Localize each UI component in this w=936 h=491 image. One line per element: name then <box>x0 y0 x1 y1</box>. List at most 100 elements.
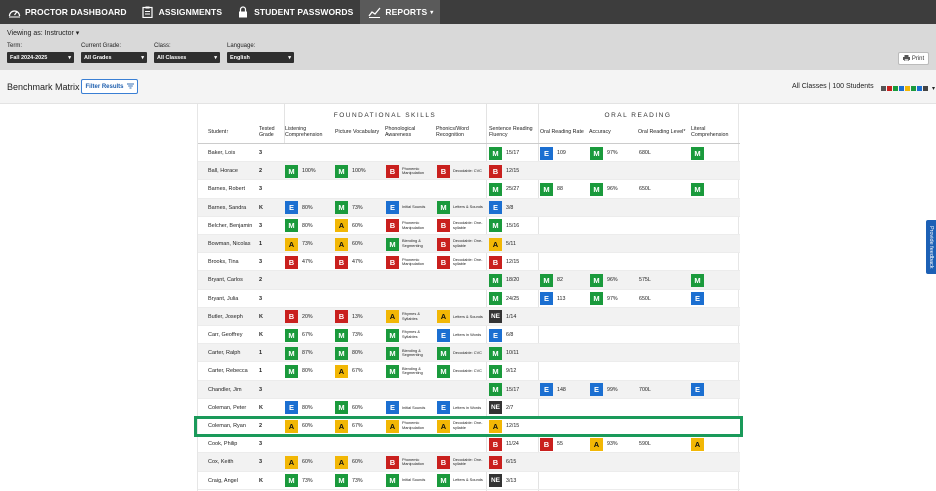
table-row[interactable]: Bryant, Carlos 2 M 18/20 M 82 M 96% M 575L <box>198 271 740 290</box>
score-cell-lit[interactable]: M <box>691 271 704 289</box>
table-row[interactable]: Carter, Rebecca 1 M 80% A 67% M Blending & Segm… <box>198 362 740 381</box>
grade-select[interactable]: All Grades ▾ <box>81 52 147 63</box>
score-cell-orr[interactable]: B 55 <box>540 435 563 453</box>
score-cell-acc[interactable]: M 96% <box>590 180 618 198</box>
score-cell-lis[interactable]: M 100% <box>285 162 316 180</box>
score-cell-orr[interactable]: E 109 <box>540 144 566 162</box>
score-cell-srf[interactable]: E 3/8 <box>489 199 513 217</box>
student-name[interactable]: Bowman, Nicolas <box>208 241 251 247</box>
score-cell-pho[interactable]: M Rhymes & Syllables <box>386 326 432 344</box>
score-cell-voc[interactable]: M 60% <box>335 399 363 417</box>
score-cell-phn[interactable]: E Letters in Words <box>437 399 483 417</box>
score-cell-phn[interactable]: M Letters & Sounds <box>437 472 483 490</box>
score-cell-orr[interactable]: M 88 <box>540 180 563 198</box>
score-cell-pho[interactable]: B Phonemic Manipulation <box>386 217 432 235</box>
score-cell-voc[interactable]: M 80% <box>335 344 363 362</box>
score-cell-lis[interactable]: E 80% <box>285 399 313 417</box>
score-cell-srf[interactable]: NE 1/14 <box>489 308 516 326</box>
score-cell-srf[interactable]: NE 2/7 <box>489 399 513 417</box>
score-cell-voc[interactable]: M 73% <box>335 326 363 344</box>
score-cell-orr[interactable]: E 113 <box>540 290 565 308</box>
score-cell-voc[interactable]: M 100% <box>335 162 366 180</box>
table-row[interactable]: Ball, Horace 2 M 100% M 100% B Phonemic Manipul… <box>198 162 740 181</box>
table-row[interactable]: Craig, Angel K M 73% M 73% M Initial Sounds M Let… <box>198 472 740 490</box>
table-row[interactable]: Butler, Joseph K B 20% B 13% A Rhymes & Syllabl… <box>198 307 740 326</box>
score-cell-lis[interactable]: A 73% <box>285 235 313 253</box>
student-name[interactable]: Cox, Keith <box>208 459 234 466</box>
score-cell-lis[interactable]: B 47% <box>285 253 313 271</box>
table-row[interactable]: Baker, Lois 3 M 15/17 E 109 M 97% M 680L <box>198 144 740 163</box>
student-name[interactable]: Carr, Geoffrey <box>208 332 243 338</box>
score-cell-voc[interactable]: A 60% <box>335 453 363 471</box>
student-name[interactable]: Bryant, Julia <box>208 295 239 302</box>
score-cell-voc[interactable]: M 73% <box>335 472 363 490</box>
table-row[interactable]: Bowman, Nicolas 1 A 73% A 60% M Blending & Segm… <box>198 235 740 254</box>
score-cell-lis[interactable]: B 20% <box>285 308 313 326</box>
score-cell-pho[interactable]: E Initial Sounds <box>386 199 432 217</box>
score-cell-lit[interactable]: E <box>691 381 704 399</box>
score-cell-lit[interactable]: A <box>691 435 704 453</box>
score-cell-pho[interactable]: M Blending & Segmenting <box>386 362 432 380</box>
student-name[interactable]: Craig, Angel <box>208 477 238 484</box>
print-button[interactable]: Print <box>898 52 929 65</box>
table-row[interactable]: Chandler, Jim 3 M 15/17 E 148 E 99% E 700L <box>198 380 740 399</box>
score-cell-srf[interactable]: M 18/20 <box>489 271 519 289</box>
score-cell-pho[interactable]: B Phonemic Manipulation <box>386 162 432 180</box>
class-select[interactable]: All Classes ▾ <box>154 52 220 63</box>
score-cell-srf[interactable]: M 15/17 <box>489 144 519 162</box>
student-name[interactable]: Carter, Ralph <box>208 350 241 357</box>
student-name[interactable]: Bryant, Carlos <box>208 277 243 284</box>
score-cell-srf[interactable]: M 15/17 <box>489 381 519 399</box>
score-cell-lis[interactable]: M 73% <box>285 472 313 490</box>
nav-reports[interactable]: REPORTS ▾ <box>360 0 441 24</box>
score-cell-voc[interactable]: A 67% <box>335 417 363 435</box>
student-name[interactable]: Barnes, Robert <box>208 186 245 193</box>
color-legend-toggle[interactable]: ▾ <box>881 85 935 92</box>
student-name[interactable]: Butler, Joseph <box>208 313 243 320</box>
student-name[interactable]: Baker, Lois <box>208 150 236 156</box>
score-cell-phn[interactable]: E Letters in Words <box>437 326 483 344</box>
score-cell-srf[interactable]: B 12/15 <box>489 162 519 180</box>
score-cell-phn[interactable]: A Letters & Sounds <box>437 308 483 326</box>
table-row[interactable]: Cox, Keith 3 A 60% A 60% B Phonemic Manipulatio… <box>198 453 740 472</box>
score-cell-srf[interactable]: M 25/27 <box>489 180 519 198</box>
score-cell-pho[interactable]: B Phonemic Manipulation <box>386 253 432 271</box>
score-cell-lis[interactable]: M 67% <box>285 326 313 344</box>
score-cell-lis[interactable]: A 60% <box>285 453 313 471</box>
score-cell-orr[interactable]: M 82 <box>540 271 563 289</box>
score-cell-srf[interactable]: NE 3/13 <box>489 472 516 490</box>
score-cell-acc[interactable]: E 99% <box>590 381 618 399</box>
score-cell-srf[interactable]: M 15/16 <box>489 217 519 235</box>
score-cell-phn[interactable]: M Letters & Sounds <box>437 199 483 217</box>
score-cell-pho[interactable]: E Initial Sounds <box>386 399 432 417</box>
score-cell-phn[interactable]: B Decodable: One-syllable <box>437 235 483 253</box>
score-cell-voc[interactable]: B 47% <box>335 253 363 271</box>
score-cell-pho[interactable]: M Initial Sounds <box>386 472 432 490</box>
score-cell-acc[interactable]: M 97% <box>590 144 618 162</box>
score-cell-acc[interactable]: M 96% <box>590 271 618 289</box>
student-name[interactable]: Coleman, Ryan <box>208 423 246 429</box>
language-select[interactable]: English ▾ <box>227 52 294 63</box>
table-row[interactable]: Carter, Ralph 1 M 87% M 80% M Blending & Segmen… <box>198 344 740 363</box>
table-row[interactable]: Cook, Philip 3 B 11/24 B 55 A 93% A 590L <box>198 435 740 454</box>
score-cell-phn[interactable]: B Decodable: One-syllable <box>437 217 483 235</box>
col-header-student[interactable]: Student↑ <box>208 129 229 135</box>
table-row[interactable]: Carr, Geoffrey K M 67% M 73% M Rhymes & Syllabl… <box>198 326 740 345</box>
score-cell-lis[interactable]: M 80% <box>285 362 313 380</box>
score-cell-voc[interactable]: A 60% <box>335 217 363 235</box>
score-cell-srf[interactable]: A 5/11 <box>489 235 516 253</box>
nav-assignments[interactable]: ASSIGNMENTS <box>134 0 229 24</box>
score-cell-pho[interactable]: M Blending & Segmenting <box>386 235 432 253</box>
score-cell-pho[interactable]: M Blending & Segmenting <box>386 344 432 362</box>
nav-proctor-dashboard[interactable]: PROCTOR DASHBOARD <box>0 0 134 24</box>
student-name[interactable]: Barnes, Sandra <box>208 204 247 211</box>
table-row[interactable]: Barnes, Sandra K E 80% M 73% E Initial Sounds M L… <box>198 198 740 217</box>
term-select[interactable]: Fall 2024-2025 ▾ <box>7 52 74 63</box>
table-row[interactable]: Bryant, Julia 3 M 24/25 E 113 M 97% E 650L <box>198 290 740 308</box>
score-cell-pho[interactable]: B Phonemic Manipulation <box>386 453 432 471</box>
nav-student-passwords[interactable]: STUDENT PASSWORDS <box>229 0 360 24</box>
score-cell-lis[interactable]: A 60% <box>285 417 313 435</box>
score-cell-lis[interactable]: M 80% <box>285 217 313 235</box>
score-cell-voc[interactable]: B 13% <box>335 308 363 326</box>
provide-feedback-tab[interactable]: Provide feedback <box>926 220 936 274</box>
